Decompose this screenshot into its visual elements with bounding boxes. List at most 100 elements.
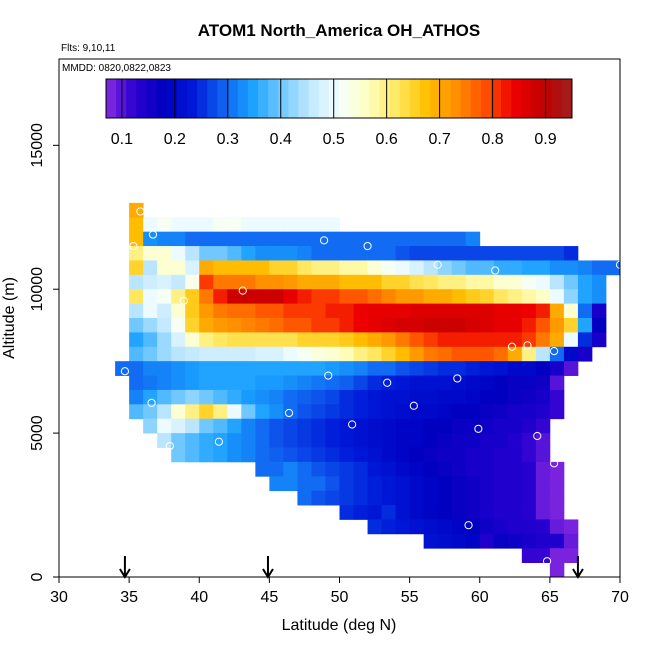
heatmap-cell	[521, 548, 537, 564]
heatmap-cell	[409, 318, 425, 333]
heatmap-cell	[549, 260, 565, 276]
heatmap-cell	[409, 490, 425, 506]
heatmap-cell	[129, 375, 144, 391]
heatmap-cell	[521, 505, 537, 520]
heatmap-cell	[451, 389, 467, 405]
heatmap-cell	[325, 318, 340, 333]
heatmap-cell	[549, 490, 565, 506]
data-marker	[363, 241, 372, 251]
heatmap-cell	[367, 519, 382, 535]
heatmap-cell	[297, 404, 312, 420]
heatmap-cell	[535, 289, 551, 305]
heatmap-cell	[325, 433, 340, 448]
heatmap-cell	[269, 461, 284, 477]
colorbar-segment	[237, 79, 249, 118]
x-axis-title: Latitude (deg N)	[282, 617, 397, 634]
heatmap-cell	[241, 303, 256, 319]
heatmap-cell	[255, 217, 270, 233]
colorbar-segment	[389, 79, 401, 118]
heatmap-cell	[549, 461, 565, 477]
heatmap-cell	[143, 389, 158, 405]
heatmap-cell	[521, 476, 537, 492]
heatmap-cell	[353, 332, 368, 348]
heatmap-cell	[493, 375, 509, 391]
heatmap-cell	[437, 519, 453, 535]
heatmap-cell	[311, 217, 326, 233]
heatmap-cell	[493, 260, 509, 276]
heatmap-cell	[409, 375, 425, 391]
heatmap-cell	[171, 447, 186, 463]
heatmap-cell	[563, 260, 579, 276]
data-marker	[383, 378, 392, 387]
heatmap-cell	[367, 476, 382, 492]
colorbar-frame	[105, 78, 573, 119]
heatmap-cell	[507, 260, 523, 276]
heatmap-cell	[171, 318, 186, 333]
heatmap-cell	[339, 476, 354, 492]
heatmap-cell	[423, 274, 439, 290]
heatmap-cell	[227, 246, 242, 261]
colorbar-segment	[369, 79, 381, 118]
heatmap-cell	[339, 260, 354, 276]
heatmap-cell	[479, 519, 495, 535]
colorbar-segment	[126, 79, 137, 118]
heatmap-cell	[465, 260, 481, 276]
y-tick-label: 10000	[29, 267, 46, 312]
heatmap-cell	[213, 418, 228, 434]
heatmap-cell	[269, 433, 284, 448]
heatmap-cell	[171, 433, 186, 448]
heatmap-cell	[409, 418, 425, 434]
heatmap-cell	[255, 318, 270, 333]
heatmap-cell	[269, 274, 284, 290]
data-marker	[474, 424, 483, 433]
heatmap-cell	[199, 404, 214, 420]
heatmap-cell	[535, 404, 551, 420]
heatmap-cell	[381, 346, 396, 362]
heatmap-cell	[507, 289, 523, 305]
heatmap-cell	[367, 461, 382, 477]
heatmap-cell	[255, 375, 270, 391]
data-marker	[179, 296, 188, 305]
heatmap-cell	[479, 447, 495, 463]
heatmap-cell	[549, 533, 565, 549]
heatmap-cell	[143, 274, 158, 290]
heatmap-cell	[395, 361, 411, 376]
heatmap-cell	[591, 303, 607, 319]
heatmap-cell	[521, 389, 537, 405]
heatmap-cell	[157, 260, 172, 276]
heatmap-cell	[325, 418, 340, 434]
flights-note: Flts: 9,10,11	[61, 43, 116, 54]
y-tick-label: 0	[29, 572, 46, 581]
data-marker	[464, 521, 473, 530]
heatmap-cell	[339, 246, 354, 261]
heatmap-cell	[423, 404, 439, 420]
data-marker	[523, 341, 532, 350]
heatmap-cell	[269, 303, 284, 319]
heatmap-cell	[227, 303, 242, 319]
heatmap-cell	[423, 246, 439, 261]
heatmap-cell	[451, 533, 467, 549]
x-tick-label: 55	[401, 589, 419, 606]
heatmap-cell	[451, 433, 467, 448]
heatmap-cell	[199, 246, 214, 261]
heatmap-cell	[171, 246, 186, 261]
heatmap-cell	[521, 519, 537, 535]
heatmap-cell	[521, 361, 537, 376]
heatmap-cell	[171, 274, 186, 290]
heatmap-cell	[409, 332, 425, 348]
heatmap-cell	[395, 246, 411, 261]
heatmap-cell	[185, 231, 200, 247]
heatmap-cell	[269, 346, 284, 362]
colorbar-segment	[156, 79, 168, 118]
heatmap-cell	[255, 303, 270, 319]
colorbar-tick-label: 0.7	[428, 131, 450, 148]
colorbar-segment	[490, 79, 502, 118]
heatmap-cell	[213, 303, 228, 319]
colorbar-segment	[176, 79, 188, 118]
heatmap-cell	[353, 303, 368, 319]
heatmap-cell	[367, 490, 382, 506]
heatmap-cell	[227, 260, 242, 276]
heatmap-cell	[283, 361, 298, 376]
heatmap-cell	[311, 318, 326, 333]
